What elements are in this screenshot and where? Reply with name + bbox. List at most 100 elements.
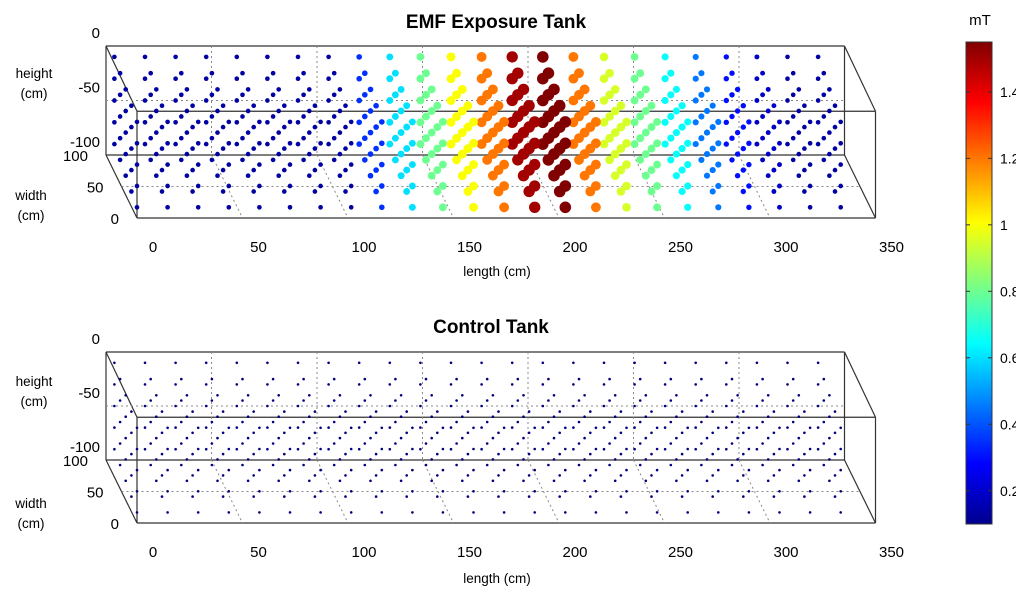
- data-point: [394, 463, 397, 467]
- data-point: [399, 458, 403, 461]
- data-point: [373, 167, 379, 173]
- data-point: [572, 447, 575, 451]
- data-point: [270, 157, 276, 163]
- data-point: [653, 117, 662, 126]
- data-point: [705, 479, 709, 483]
- data-point: [616, 187, 626, 196]
- data-point: [452, 155, 462, 165]
- data-point: [295, 119, 301, 125]
- data-point: [209, 114, 215, 119]
- data-point: [178, 70, 184, 76]
- data-point: [287, 162, 293, 167]
- data-point: [312, 146, 318, 151]
- data-point: [463, 187, 473, 196]
- data-point: [113, 383, 116, 386]
- data-point: [669, 463, 673, 467]
- data-point: [734, 173, 741, 179]
- data-point: [246, 479, 250, 483]
- data-point: [124, 415, 127, 419]
- data-point: [589, 431, 592, 435]
- data-point: [491, 479, 495, 483]
- z-tick-label: 0: [92, 331, 100, 348]
- data-point: [455, 442, 458, 445]
- data-point: [252, 495, 255, 498]
- data-point: [497, 474, 500, 477]
- data-point: [332, 442, 336, 445]
- data-point: [446, 74, 456, 84]
- data-point: [295, 141, 301, 147]
- box-edge: [843, 154, 877, 219]
- x-tick-label: 100: [351, 239, 376, 256]
- data-point: [234, 141, 240, 147]
- colorbar-gradient: [965, 41, 993, 525]
- data-point: [816, 383, 820, 386]
- data-point: [288, 468, 292, 472]
- data-point: [703, 151, 711, 158]
- data-point: [491, 394, 495, 397]
- data-point: [130, 410, 133, 413]
- data-point: [692, 97, 699, 104]
- data-point: [436, 410, 439, 413]
- data-point: [457, 149, 467, 159]
- data-point: [650, 452, 653, 456]
- control-tank-panel: Control Tank 0 50 100 150 200 250 300 350 0 50 100…: [14, 317, 904, 586]
- data-point: [572, 361, 575, 365]
- data-point: [441, 447, 445, 451]
- data-point: [760, 70, 766, 76]
- data-point: [265, 119, 270, 125]
- data-point: [675, 415, 678, 419]
- data-point: [166, 468, 169, 472]
- data-point: [661, 53, 669, 61]
- data-point: [148, 157, 154, 163]
- data-point: [241, 399, 244, 402]
- data-point: [349, 468, 353, 472]
- data-point: [771, 189, 777, 194]
- data-point: [369, 394, 372, 397]
- data-point: [424, 399, 428, 402]
- data-point: [220, 167, 226, 173]
- data-point: [373, 188, 379, 195]
- data-point: [277, 394, 281, 397]
- data-point: [283, 495, 286, 498]
- data-point: [143, 404, 147, 408]
- data-point: [630, 96, 639, 105]
- data-point: [427, 171, 436, 180]
- data-point: [356, 97, 363, 104]
- data-point: [641, 150, 650, 159]
- colorbar-ticks: 0.2 0.4 0.6 0.8 1 1.2 1.4: [966, 84, 1016, 499]
- data-point: [663, 383, 667, 386]
- data-point: [257, 140, 262, 146]
- data-point: [361, 113, 368, 120]
- data-point: [723, 76, 729, 82]
- data-point: [736, 415, 739, 419]
- data-point: [438, 117, 447, 126]
- data-point: [655, 490, 659, 493]
- data-point: [705, 415, 709, 419]
- data-point: [422, 134, 430, 143]
- data-point: [622, 160, 631, 169]
- data-point: [251, 124, 257, 130]
- data-point: [572, 404, 575, 408]
- data-point: [191, 410, 194, 413]
- data-point: [281, 189, 287, 194]
- data-point: [391, 91, 399, 99]
- data-point: [283, 410, 286, 413]
- grid-line: [633, 154, 665, 219]
- data-point: [772, 495, 776, 498]
- y-tick-label: 50: [87, 485, 104, 502]
- data-point: [663, 404, 667, 408]
- data-point: [613, 479, 617, 483]
- z-tick-label: -50: [78, 80, 100, 97]
- data-point: [210, 420, 214, 424]
- data-point: [822, 463, 826, 467]
- data-point: [394, 399, 397, 402]
- data-point: [502, 511, 506, 514]
- data-point: [725, 383, 728, 386]
- data-point: [452, 68, 462, 78]
- data-point: [678, 166, 686, 174]
- data-point: [174, 383, 177, 386]
- data-point: [827, 87, 832, 92]
- data-point: [134, 119, 140, 125]
- data-point: [558, 474, 561, 477]
- data-point: [374, 495, 378, 498]
